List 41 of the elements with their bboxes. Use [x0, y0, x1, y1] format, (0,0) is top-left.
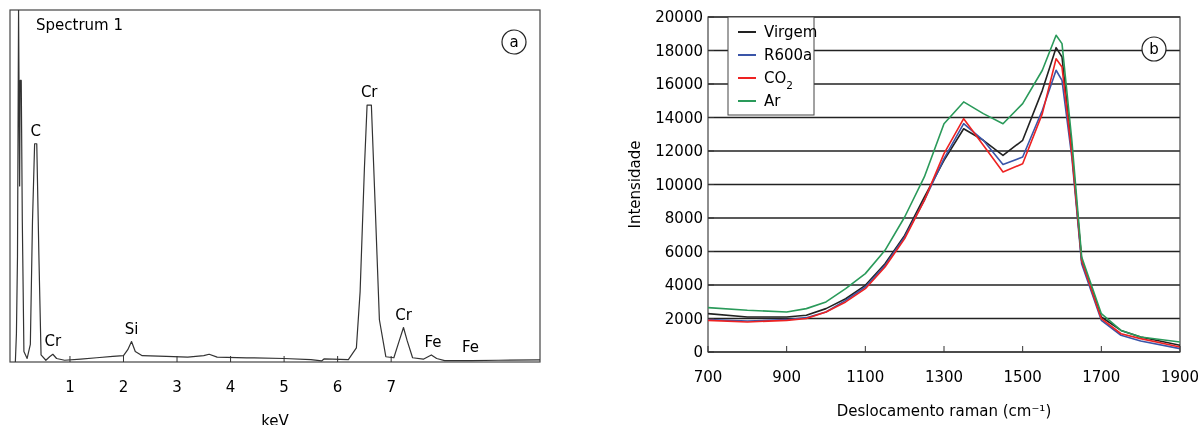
legend-label: R600a: [764, 46, 813, 64]
x-tick-label: 7: [386, 378, 396, 396]
y-tick-label: 16000: [655, 75, 703, 93]
y-tick-label: 0: [693, 343, 703, 361]
x-tick-label: 1700: [1082, 368, 1121, 386]
y-tick-label: 4000: [664, 276, 703, 294]
x-tick-label: 6: [332, 378, 343, 396]
y-tick-label: 20000: [655, 8, 703, 26]
y-tick-label: 18000: [655, 41, 703, 60]
x-tick-label: 1100: [846, 368, 885, 386]
annotation: Cr: [44, 332, 62, 351]
y-tick-label: 14000: [655, 108, 703, 127]
y-tick-label: 2000: [664, 309, 703, 328]
x-tick-label: 3: [172, 378, 182, 396]
x-tick-label: 1500: [1003, 368, 1042, 386]
x-tick-label: 5: [279, 378, 289, 396]
chart-title: Spectrum 1: [36, 16, 123, 34]
x-tick-label: 1: [65, 378, 75, 396]
annotation: b: [1149, 40, 1159, 58]
x-tick-label: 1300: [924, 368, 964, 386]
annotation: Cr: [360, 83, 379, 102]
x-tick-label: 700: [693, 368, 723, 386]
legend-label: CO$_{2}$: [764, 69, 793, 91]
x-tick-label: 1900: [1160, 368, 1200, 386]
annotation: a: [509, 33, 519, 51]
y-tick-label: 6000: [664, 242, 703, 261]
annotation: Cr: [395, 305, 413, 324]
annotation: Si: [124, 319, 139, 338]
y-axis-title: Intensidade: [626, 140, 644, 229]
y-tick-label: 10000: [655, 175, 703, 194]
legend-label: Virgem: [764, 23, 818, 41]
x-axis-title: Deslocamento raman (cm⁻¹): [836, 402, 1052, 420]
x-tick-label: 2: [118, 378, 129, 396]
y-tick-label: 8000: [664, 209, 703, 227]
annotation: Fe: [424, 332, 442, 351]
x-tick-label: 900: [772, 368, 801, 386]
y-tick-label: 12000: [655, 142, 703, 160]
annotation: Fe: [461, 338, 479, 357]
legend-label: Ar: [764, 92, 782, 110]
annotation: C: [30, 121, 41, 140]
x-tick-label: 4: [225, 378, 236, 396]
